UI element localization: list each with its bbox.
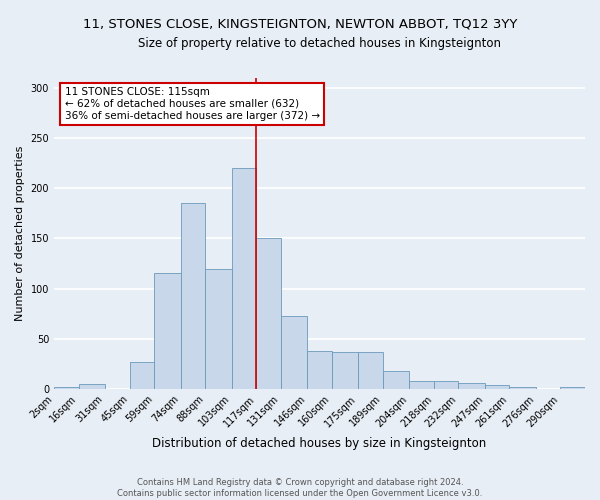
Bar [79,384,105,389]
Text: 11 STONES CLOSE: 115sqm
← 62% of detached houses are smaller (632)
36% of semi-d: 11 STONES CLOSE: 115sqm ← 62% of detache… [65,88,320,120]
Text: Contains HM Land Registry data © Crown copyright and database right 2024.
Contai: Contains HM Land Registry data © Crown c… [118,478,482,498]
Bar [383,371,409,389]
Bar [509,387,536,389]
Bar [232,168,256,389]
Bar [205,268,232,389]
X-axis label: Distribution of detached houses by size in Kingsteignton: Distribution of detached houses by size … [152,437,487,450]
Text: 11, STONES CLOSE, KINGSTEIGNTON, NEWTON ABBOT, TQ12 3YY: 11, STONES CLOSE, KINGSTEIGNTON, NEWTON … [83,18,517,30]
Bar [181,204,205,389]
Bar [130,362,154,389]
Bar [458,383,485,389]
Bar [307,351,332,389]
Bar [332,352,358,389]
Bar [358,352,383,389]
Bar [154,272,181,389]
Y-axis label: Number of detached properties: Number of detached properties [15,146,25,321]
Title: Size of property relative to detached houses in Kingsteignton: Size of property relative to detached ho… [138,38,501,51]
Bar [54,387,79,389]
Bar [434,381,458,389]
Bar [409,381,434,389]
Bar [256,238,281,389]
Bar [560,387,585,389]
Bar [485,385,509,389]
Bar [281,316,307,389]
